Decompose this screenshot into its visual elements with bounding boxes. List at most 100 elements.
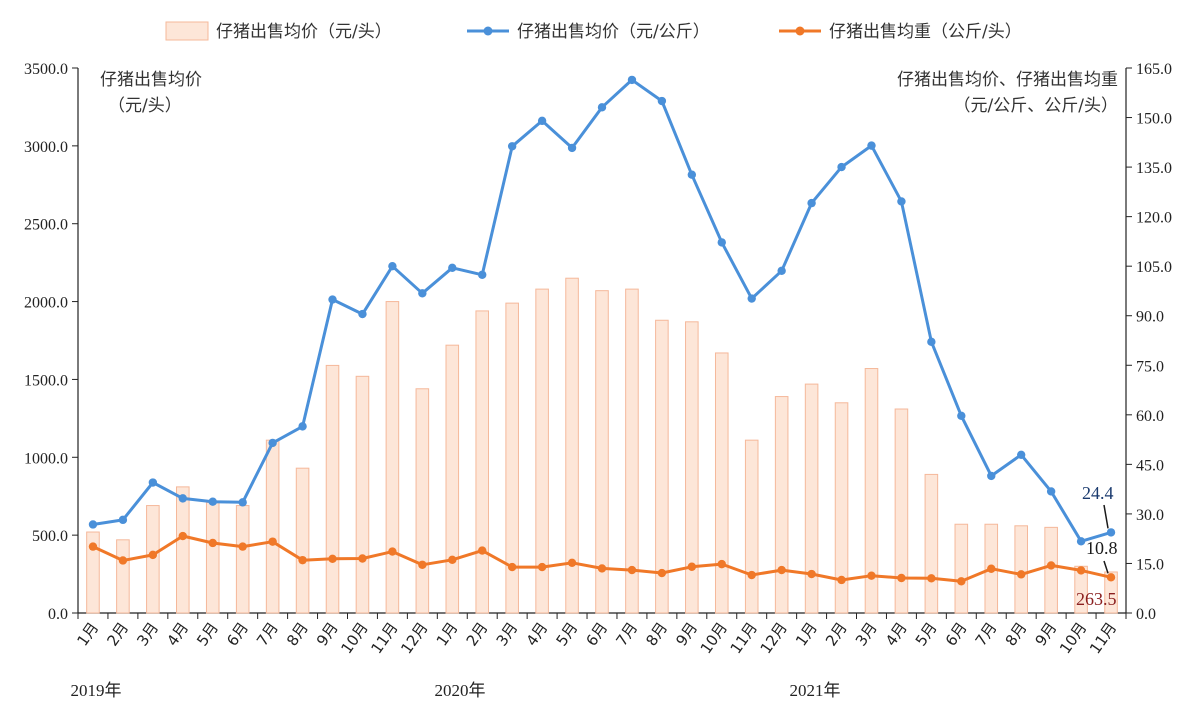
point-price-per-kg	[1106, 528, 1116, 537]
x-tick-label: 1月	[433, 619, 462, 649]
x-tick-label: 9月	[1032, 619, 1061, 649]
bar-price-per-head	[655, 319, 669, 614]
point-weight-per-head	[957, 577, 966, 586]
x-tick-label: 2月	[103, 619, 132, 649]
point-price-per-kg	[268, 438, 277, 448]
x-tick-label: 6月	[942, 619, 971, 649]
right-tick-label: 60.0	[1136, 408, 1164, 425]
annotation-leader	[1103, 504, 1109, 529]
point-price-per-kg	[717, 238, 726, 247]
bar-price-per-head	[265, 439, 280, 614]
point-price-per-kg	[807, 198, 816, 208]
x-tick-label: 1月	[792, 619, 821, 649]
point-weight-per-head	[537, 562, 547, 572]
right-tick-label: 15.0	[1136, 556, 1164, 573]
bar-price-per-head	[355, 375, 370, 614]
point-weight-per-head	[478, 546, 487, 555]
bar-price-per-head	[595, 290, 609, 614]
point-price-per-kg	[178, 494, 187, 503]
right-axis-title: 仔猪出售均价、仔猪出售均重	[897, 70, 1118, 90]
point-weight-per-head	[1046, 561, 1056, 570]
bar-price-per-head	[295, 467, 310, 614]
bar-price-per-head	[116, 539, 130, 614]
bar-price-per-head	[146, 505, 160, 614]
right-tick-label: 120.0	[1136, 210, 1172, 227]
year-label: 2020年	[435, 681, 486, 700]
bar-price-per-head	[774, 396, 789, 614]
right-tick-label: 90.0	[1136, 309, 1164, 326]
bar-price-per-head	[445, 344, 460, 614]
left-tick-label: 500.0	[32, 528, 68, 545]
point-price-per-kg	[777, 266, 786, 276]
point-price-per-kg	[927, 337, 936, 347]
point-price-per-kg	[208, 497, 217, 506]
x-tick-label: 8月	[642, 619, 671, 649]
right-tick-label: 150.0	[1136, 111, 1172, 128]
point-weight-per-head	[987, 564, 996, 573]
point-price-per-kg	[418, 289, 427, 298]
left-tick-label: 3500.0	[24, 61, 68, 78]
point-weight-per-head	[837, 575, 846, 585]
x-tick-label: 4月	[882, 619, 911, 649]
point-weight-per-head	[657, 568, 667, 578]
bar-price-per-head	[235, 505, 250, 614]
year-label: 2019年	[71, 681, 122, 700]
legend-swatch-marker	[483, 26, 493, 36]
x-tick-label: 6月	[582, 619, 611, 649]
point-price-per-kg	[88, 520, 98, 529]
x-tick-label: 10月	[337, 619, 371, 657]
point-price-per-kg	[657, 96, 667, 106]
point-weight-per-head	[567, 558, 577, 567]
point-weight-per-head	[897, 573, 906, 583]
right-tick-label: 105.0	[1136, 259, 1172, 276]
legend-swatch-marker	[795, 26, 805, 36]
point-price-per-kg	[298, 422, 307, 431]
point-price-per-kg	[867, 141, 876, 150]
point-price-per-kg	[1076, 537, 1086, 546]
x-tick-label: 10月	[697, 619, 731, 657]
bar-price-per-head	[894, 408, 909, 614]
point-price-per-kg	[388, 261, 397, 271]
bar-price-per-head	[924, 473, 939, 614]
point-weight-per-head	[298, 555, 307, 565]
point-weight-per-head	[687, 562, 697, 571]
annotation-label: 10.8	[1086, 538, 1118, 558]
point-weight-per-head	[238, 542, 247, 551]
legend-swatch-bar	[165, 21, 209, 41]
legend-label: 仔猪出售均价（元/头）	[216, 22, 392, 42]
legend: 仔猪出售均价（元/头） 仔猪出售均价（元/公斤） 仔猪出售均重（公斤/头）	[165, 21, 1022, 42]
right-tick-label: 45.0	[1136, 457, 1164, 474]
bar-price-per-head	[954, 523, 969, 614]
x-tick-label: 4月	[523, 619, 552, 649]
point-weight-per-head	[358, 554, 367, 563]
right-tick-label: 0.0	[1136, 606, 1156, 623]
bar-price-per-head	[415, 388, 430, 614]
bar-series	[86, 277, 1118, 614]
bar-price-per-head	[744, 439, 759, 614]
x-tick-label: 8月	[283, 619, 312, 649]
point-weight-per-head	[448, 555, 457, 565]
left-tick-label: 2500.0	[24, 217, 68, 234]
left-axis-title: 仔猪出售均价	[100, 70, 202, 90]
point-price-per-kg	[837, 162, 846, 172]
point-weight-per-head	[88, 542, 98, 551]
point-weight-per-head	[268, 537, 277, 546]
point-price-per-kg	[747, 294, 756, 303]
x-tick-label: 1月	[73, 619, 102, 649]
point-weight-per-head	[717, 559, 726, 569]
x-tick-label: 11月	[1086, 619, 1120, 657]
point-price-per-kg	[238, 498, 247, 507]
x-tick-label: 9月	[672, 619, 701, 649]
left-tick-label: 1500.0	[24, 372, 68, 389]
annotations: 24.4 10.8 263.5	[1076, 483, 1118, 609]
point-weight-per-head	[148, 550, 158, 560]
bar-price-per-head	[505, 302, 519, 614]
point-weight-per-head	[927, 574, 936, 583]
point-price-per-kg	[897, 197, 906, 206]
left-tick-label: 2000.0	[24, 295, 68, 312]
point-weight-per-head	[867, 571, 876, 580]
right-tick-label: 135.0	[1136, 160, 1172, 177]
x-tick-label: 3月	[852, 619, 881, 649]
